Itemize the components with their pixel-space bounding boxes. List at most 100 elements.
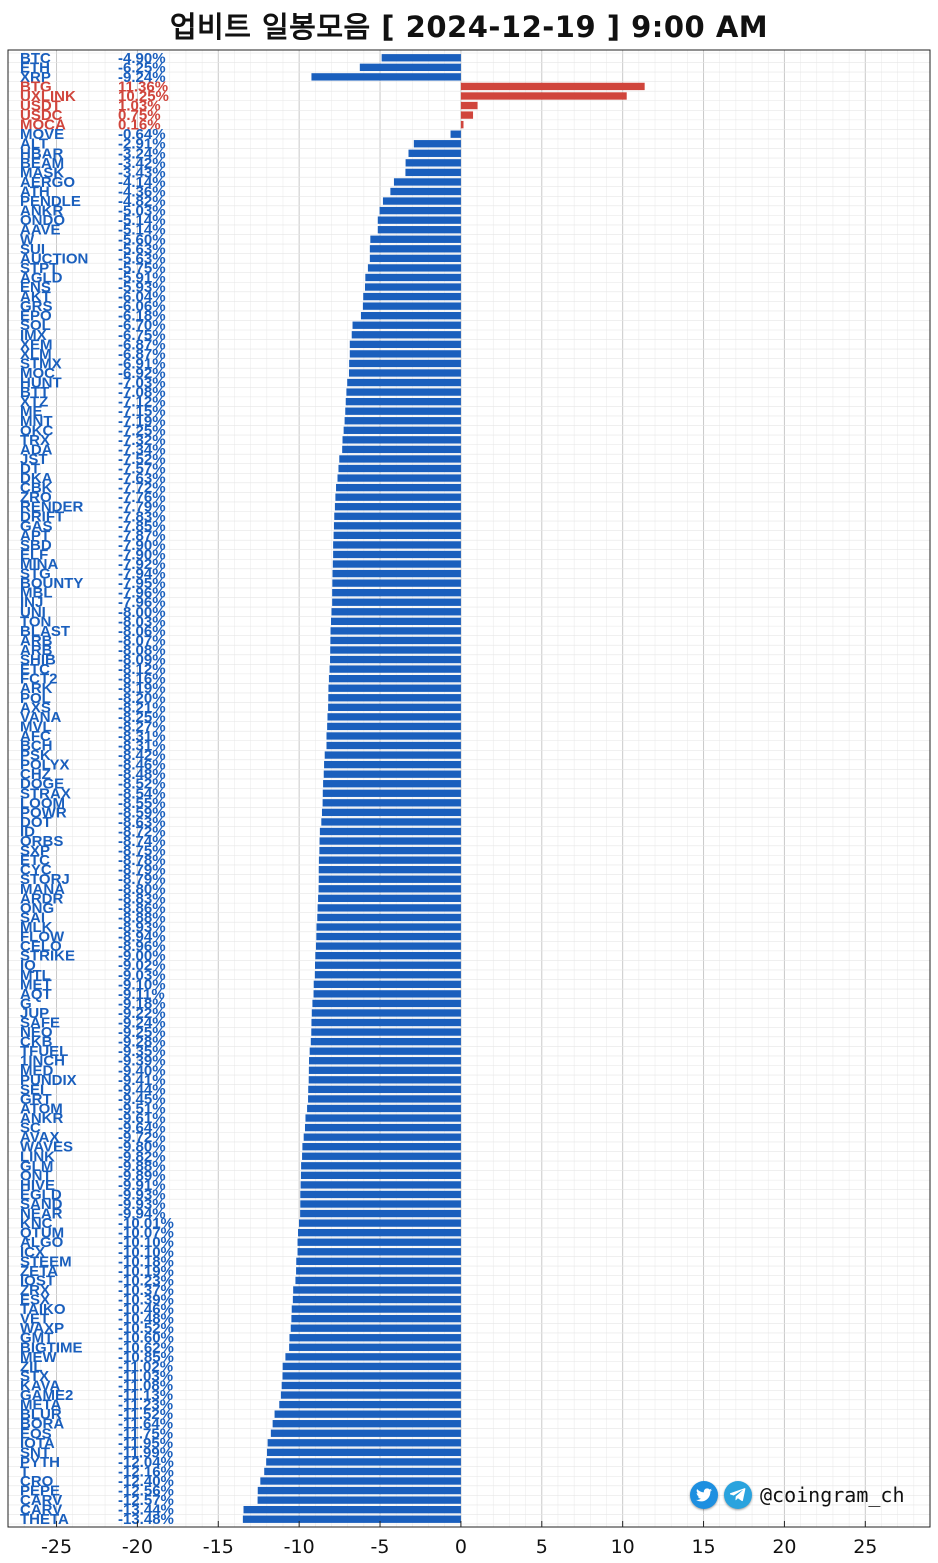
coin-label: KAVA bbox=[20, 1377, 60, 1394]
bar bbox=[405, 159, 461, 167]
bar bbox=[390, 187, 461, 196]
coin-label: GAS bbox=[20, 518, 53, 535]
value-label: -9.00% bbox=[118, 948, 166, 965]
value-label: -10.10% bbox=[118, 1234, 174, 1251]
value-label: -6.92% bbox=[118, 365, 166, 382]
value-label: -9.93% bbox=[118, 1196, 166, 1213]
bar bbox=[360, 312, 461, 320]
value-label: -5.14% bbox=[118, 212, 166, 229]
value-label: -12.04% bbox=[118, 1454, 174, 1471]
bar bbox=[324, 760, 461, 769]
value-label: -7.96% bbox=[118, 585, 166, 602]
value-label: -10.01% bbox=[118, 1215, 174, 1232]
value-label: -7.63% bbox=[118, 470, 166, 487]
bar bbox=[309, 1057, 461, 1065]
bars bbox=[242, 54, 645, 1523]
tick-label: 10 bbox=[611, 1536, 635, 1558]
bar bbox=[279, 1400, 461, 1409]
bar bbox=[328, 694, 461, 702]
coin-label: NEAR bbox=[20, 1206, 63, 1223]
coin-label: TON bbox=[20, 613, 51, 630]
coin-label: DOGE bbox=[20, 776, 64, 793]
bar bbox=[298, 1228, 461, 1237]
value-label: -11.13% bbox=[118, 1387, 173, 1404]
coin-label: XTZ bbox=[20, 394, 48, 411]
tick-label: -25 bbox=[41, 1536, 72, 1558]
value-label: -8.55% bbox=[118, 795, 166, 812]
value-label: -7.03% bbox=[118, 375, 166, 392]
value-label: -9.35% bbox=[118, 1043, 166, 1060]
chart-title: 업비트 일봉모음 [ 2024-12-19 ] 9:00 AM bbox=[169, 10, 769, 44]
value-label: 11.36% bbox=[118, 78, 168, 95]
coin-label: DKA bbox=[20, 470, 53, 487]
bar bbox=[382, 197, 461, 205]
bar bbox=[352, 321, 461, 329]
coin-label: SUI bbox=[20, 241, 45, 258]
x-axis-ticks: -25 -20 -15 -10 -5 0 5 10 15 20 25 bbox=[41, 1521, 877, 1558]
bar bbox=[316, 923, 461, 931]
bar bbox=[327, 713, 461, 721]
value-label: 1.03% bbox=[118, 98, 161, 115]
value-label: -6.06% bbox=[118, 298, 166, 315]
coin-label: BCH bbox=[20, 738, 53, 755]
value-label: -11.08% bbox=[118, 1377, 173, 1394]
value-label: -7.19% bbox=[118, 413, 166, 430]
value-label: -8.12% bbox=[118, 661, 166, 678]
value-label: -8.93% bbox=[118, 919, 166, 936]
bar bbox=[319, 837, 461, 845]
coin-label: PSK bbox=[20, 747, 51, 764]
value-label: -6.25% bbox=[118, 59, 166, 76]
coin-label: STPT bbox=[20, 260, 58, 277]
bar bbox=[337, 474, 461, 482]
bar bbox=[300, 1181, 461, 1189]
coin-label: IQ bbox=[20, 957, 36, 974]
value-label: -9.22% bbox=[118, 1005, 166, 1022]
coin-label: ATH bbox=[20, 184, 50, 201]
bar bbox=[332, 569, 461, 578]
coin-label: STRAX bbox=[20, 785, 71, 802]
bar bbox=[272, 1420, 461, 1428]
coin-label: GMT bbox=[20, 1330, 53, 1347]
bar bbox=[311, 1009, 461, 1017]
bar bbox=[348, 369, 461, 377]
value-label: -10.62% bbox=[118, 1339, 174, 1356]
bar bbox=[460, 82, 645, 91]
value-label: -0.64% bbox=[118, 126, 166, 143]
coin-label: SEI bbox=[20, 1081, 44, 1098]
value-label: -9.40% bbox=[118, 1062, 166, 1079]
value-label: -8.86% bbox=[118, 900, 166, 917]
coin-label: KNC bbox=[20, 1215, 53, 1232]
coin-label: MANA bbox=[20, 881, 65, 898]
coin-label: TFUEL bbox=[20, 1043, 68, 1060]
bar bbox=[365, 273, 461, 282]
coin-label: 1INCH bbox=[20, 1053, 65, 1070]
coin-label: WAVES bbox=[20, 1139, 73, 1156]
value-label: -7.52% bbox=[118, 451, 166, 468]
coin-label: RENDER bbox=[20, 499, 84, 516]
bar bbox=[317, 904, 461, 912]
value-label: -8.21% bbox=[118, 699, 166, 716]
bar bbox=[242, 1515, 461, 1523]
coin-label: FCT2 bbox=[20, 671, 58, 688]
coin-label: IOTA bbox=[20, 1435, 55, 1452]
bar bbox=[321, 808, 461, 817]
bar bbox=[311, 1018, 461, 1027]
value-label: -5.03% bbox=[118, 203, 166, 220]
bar bbox=[293, 1286, 461, 1294]
value-label: -9.61% bbox=[118, 1110, 166, 1127]
value-label: -9.82% bbox=[118, 1148, 166, 1165]
telegram-icon[interactable] bbox=[724, 1481, 752, 1509]
value-label: -9.93% bbox=[118, 1186, 166, 1203]
value-label: -7.92% bbox=[118, 556, 166, 573]
bar bbox=[322, 799, 461, 807]
twitter-icon[interactable] bbox=[690, 1481, 718, 1509]
coin-label: MOVE bbox=[20, 126, 64, 143]
value-label: -5.63% bbox=[118, 250, 166, 267]
value-label: -8.00% bbox=[118, 604, 166, 621]
coin-label: G bbox=[20, 995, 32, 1012]
value-label: -10.23% bbox=[118, 1272, 174, 1289]
value-label: -8.27% bbox=[118, 718, 166, 735]
value-label: -8.78% bbox=[118, 852, 166, 869]
bar bbox=[377, 226, 461, 234]
bar bbox=[332, 579, 461, 587]
